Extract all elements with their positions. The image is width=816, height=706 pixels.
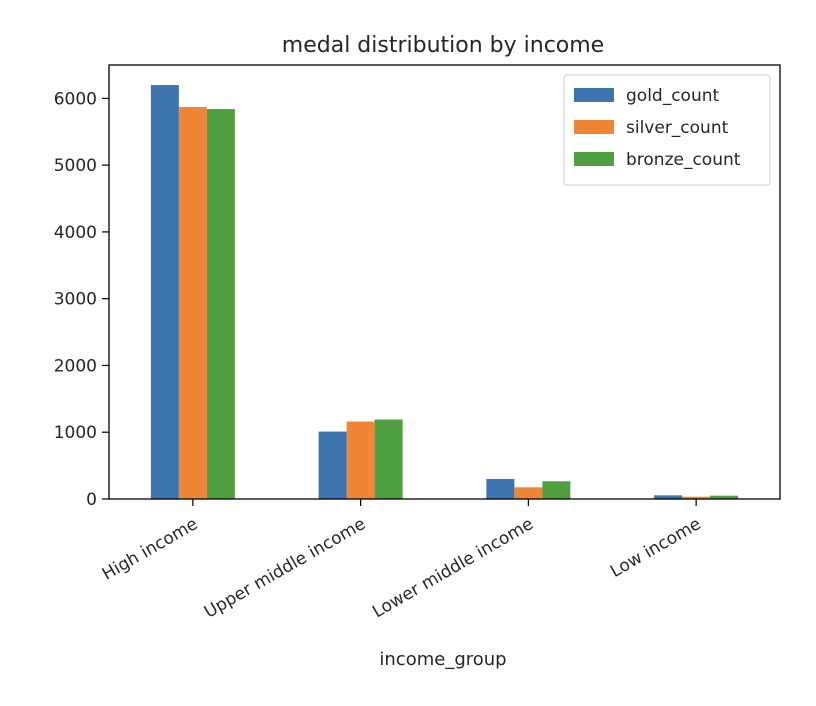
bar-bronze-count-upper-middle-income [374,419,403,499]
bar-silver-count-high-income [178,107,207,500]
y-tick-label: 1000 [54,423,97,443]
bar-bronze-count-lower-middle-income [542,481,571,499]
legend-label-gold-count: gold_count [626,86,720,106]
x-axis-label: income_group [379,649,506,670]
legend-label-bronze-count: bronze_count [626,150,741,170]
x-tick-label: High income [99,514,201,585]
y-tick-label: 0 [86,490,97,510]
chart-title: medal distribution by income [282,33,604,58]
x-tick-label: Upper middle income [201,514,369,623]
bar-gold-count-upper-middle-income [318,431,347,499]
plot-frame [108,64,781,500]
y-tick-label: 3000 [54,290,97,310]
y-tick-label: 5000 [54,156,97,176]
y-tick-label: 2000 [54,356,97,376]
bar-bronze-count-high-income [206,109,235,500]
bars-layer [150,85,739,500]
bar-gold-count-lower-middle-income [486,478,515,499]
bar-silver-count-low-income [682,496,711,499]
bar-silver-count-lower-middle-income [514,487,543,499]
legend-label-silver-count: silver_count [626,118,729,138]
bar-silver-count-upper-middle-income [346,421,375,499]
y-tick-label: 4000 [54,223,97,243]
bar-gold-count-high-income [150,85,179,500]
legend-swatch-silver-count [574,120,614,134]
legend-box [563,74,771,186]
legend: gold_count silver_count bronze_count [563,74,771,186]
bar-gold-count-low-income [654,495,683,499]
y-tick-label: 6000 [54,89,97,109]
bar-bronze-count-low-income [710,495,739,499]
x-tick-label: Lower middle income [369,514,537,622]
legend-swatch-bronze-count [574,152,614,166]
legend-swatch-gold-count [574,88,614,102]
x-tick-label: Low income [607,514,705,582]
